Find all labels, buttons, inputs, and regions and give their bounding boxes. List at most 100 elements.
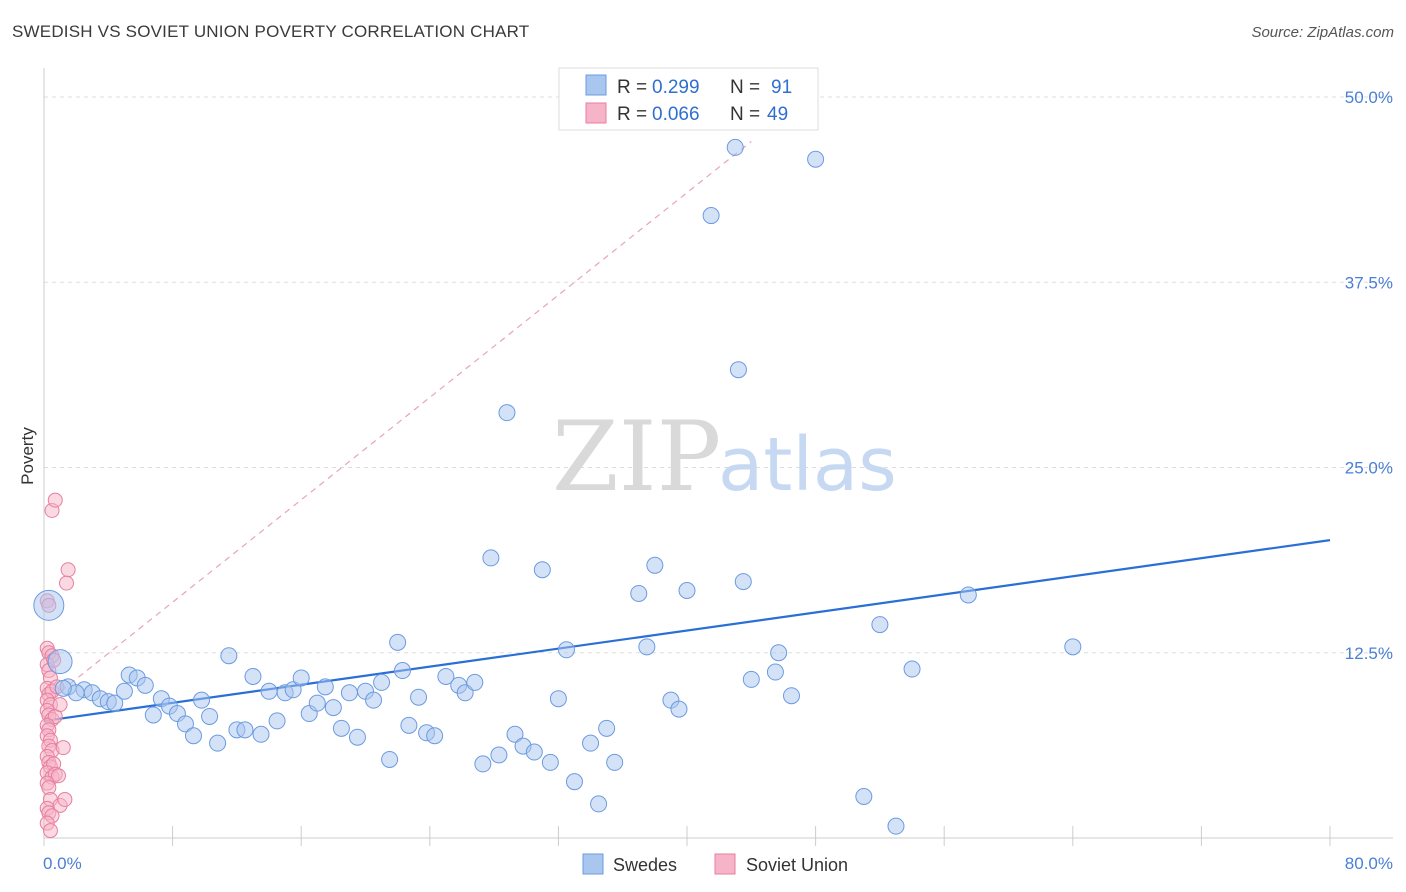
- point-swedes: [630, 584, 648, 602]
- point-swedes: [766, 663, 784, 681]
- data-points: [33, 138, 1082, 839]
- point-swedes: [474, 755, 492, 773]
- point-swedes: [426, 727, 444, 745]
- point-swedes: [506, 725, 524, 743]
- point-swedes: [373, 673, 391, 691]
- point-swedes: [466, 673, 484, 691]
- point-soviet-union: [42, 823, 58, 839]
- point-swedes: [490, 746, 508, 764]
- point-swedes: [365, 691, 383, 709]
- point-swedes: [734, 573, 752, 591]
- source-credit: Source: ZipAtlas.com: [1251, 24, 1394, 41]
- point-swedes: [308, 694, 326, 712]
- point-soviet-union: [57, 791, 73, 807]
- point-swedes: [260, 682, 278, 700]
- point-swedes: [598, 719, 616, 737]
- point-swedes: [726, 138, 744, 156]
- point-swedes: [252, 725, 270, 743]
- point-swedes: [565, 773, 583, 791]
- trend-lines: [43, 140, 1331, 723]
- point-swedes: [144, 706, 162, 724]
- point-swedes: [316, 678, 334, 696]
- y-tick-label: 25.0%: [1345, 459, 1393, 478]
- bottom-legend-swatch-swedes: [582, 853, 604, 875]
- y-tick-label: 37.5%: [1345, 273, 1393, 292]
- point-swedes: [541, 753, 559, 771]
- bottom-legend-soviet: Soviet Union: [746, 855, 848, 875]
- y-tick-label: 50.0%: [1345, 88, 1393, 107]
- point-swedes: [482, 549, 500, 567]
- point-swedes: [284, 681, 302, 699]
- point-swedes: [678, 582, 696, 600]
- y-tick-label: 12.5%: [1345, 644, 1393, 663]
- point-swedes: [549, 690, 567, 708]
- point-swedes: [525, 743, 543, 761]
- point-swedes: [533, 561, 551, 579]
- point-swedes: [115, 682, 133, 700]
- legend-n-label-2: N =: [730, 104, 760, 125]
- point-swedes: [292, 669, 310, 687]
- point-swedes: [410, 688, 428, 706]
- point-soviet-union: [52, 697, 68, 713]
- point-swedes: [389, 633, 407, 651]
- series-legend: Swedes Soviet Union: [582, 853, 848, 875]
- point-swedes: [332, 719, 350, 737]
- watermark-atlas: atlas: [718, 422, 897, 508]
- point-swedes: [201, 707, 219, 725]
- point-soviet-union: [59, 575, 75, 591]
- point-swedes: [176, 715, 194, 733]
- point-soviet-union: [60, 562, 76, 578]
- point-swedes: [742, 670, 760, 688]
- point-swedes: [887, 817, 905, 835]
- point-swedes: [193, 691, 211, 709]
- point-swedes: [393, 662, 411, 680]
- trend-line-swedes: [43, 539, 1331, 723]
- legend-r-value-soviet: 0.066: [652, 104, 700, 125]
- point-swedes: [638, 638, 656, 656]
- point-soviet-union: [50, 768, 66, 784]
- watermark: ZIP atlas: [552, 401, 897, 513]
- y-axis-title: Poverty: [18, 427, 37, 485]
- point-swedes: [770, 644, 788, 662]
- chart-title: SWEDISH VS SOVIET UNION POVERTY CORRELAT…: [12, 22, 530, 41]
- point-swedes: [268, 712, 286, 730]
- legend-n-label-1: N =: [730, 77, 760, 98]
- point-swedes: [348, 728, 366, 746]
- legend-r-value-swedes: 0.299: [652, 77, 700, 98]
- point-swedes: [184, 727, 202, 745]
- point-swedes: [807, 150, 825, 168]
- point-swedes: [324, 699, 342, 717]
- point-soviet-union: [47, 492, 63, 508]
- point-swedes: [209, 734, 227, 752]
- point-swedes: [871, 616, 889, 634]
- point-swedes: [670, 700, 688, 718]
- grid-lines: 12.5% 25.0% 37.5% 50.0%: [44, 88, 1393, 663]
- point-swedes: [590, 795, 608, 813]
- point-swedes: [729, 361, 747, 379]
- legend-swatch-swedes: [585, 74, 607, 96]
- point-swedes: [702, 207, 720, 225]
- point-swedes: [606, 753, 624, 771]
- trend-line-soviet: [43, 140, 752, 706]
- point-soviet-union: [55, 740, 71, 756]
- point-swedes: [236, 721, 254, 739]
- point-swedes: [33, 589, 65, 621]
- point-swedes: [340, 684, 358, 702]
- point-swedes: [557, 641, 575, 659]
- point-swedes: [136, 676, 154, 694]
- legend-r-label-1: R =: [617, 77, 647, 98]
- legend-n-value-swedes: 91: [771, 77, 792, 98]
- bottom-legend-swatch-soviet: [714, 853, 736, 875]
- point-swedes: [244, 667, 262, 685]
- point-swedes: [106, 694, 124, 712]
- point-swedes: [1064, 638, 1082, 656]
- point-swedes: [646, 556, 664, 574]
- point-swedes: [400, 716, 418, 734]
- point-swedes: [437, 667, 455, 685]
- point-swedes: [220, 647, 238, 665]
- point-swedes: [456, 684, 474, 702]
- x-tick-max: 80.0%: [1345, 854, 1393, 873]
- point-swedes: [855, 788, 873, 806]
- legend-swatch-soviet: [585, 102, 607, 124]
